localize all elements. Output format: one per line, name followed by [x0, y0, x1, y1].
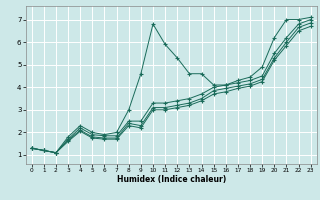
- X-axis label: Humidex (Indice chaleur): Humidex (Indice chaleur): [116, 175, 226, 184]
